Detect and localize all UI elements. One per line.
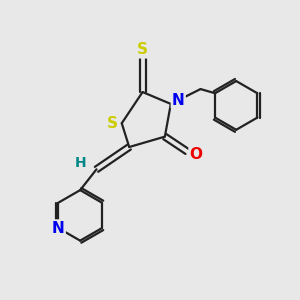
Text: S: S — [107, 116, 118, 131]
Text: S: S — [137, 42, 148, 57]
Text: O: O — [190, 147, 202, 162]
Text: H: H — [75, 156, 87, 170]
Text: N: N — [52, 220, 64, 236]
Text: N: N — [172, 93, 184, 108]
